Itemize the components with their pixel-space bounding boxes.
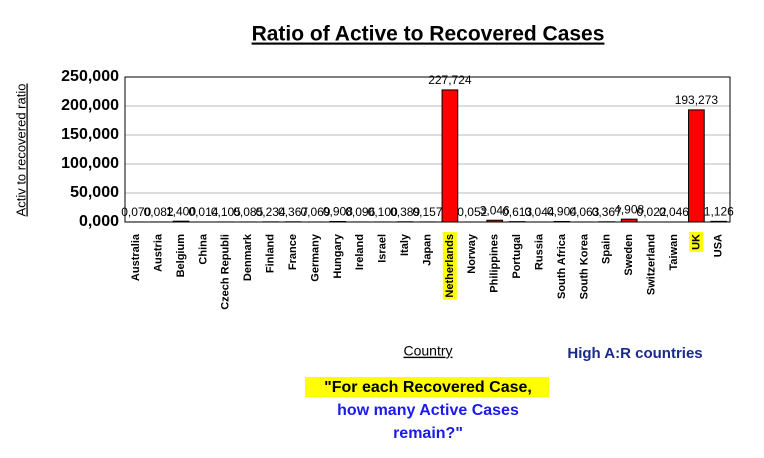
bar xyxy=(329,220,347,223)
y-axis-label: Activ to recovered ratio xyxy=(13,84,28,217)
x-tick-label: USA xyxy=(713,234,725,257)
highlight xyxy=(442,232,457,300)
x-tick-label: Israel xyxy=(377,234,389,263)
data-label: 0,389 xyxy=(390,205,420,219)
x-tick-label: Denmark xyxy=(242,233,254,281)
data-label: 0,022 xyxy=(637,205,667,219)
data-label: 0,014 xyxy=(188,205,218,219)
x-tick-label: Russia xyxy=(533,233,545,270)
highlight xyxy=(305,377,549,397)
bar xyxy=(441,89,459,223)
plot-border xyxy=(124,76,731,223)
quote-line: "For each Recovered Case, xyxy=(324,379,532,396)
data-label: 0,096 xyxy=(345,205,375,219)
data-label: 0,613 xyxy=(502,205,532,219)
x-tick-label: France xyxy=(287,234,299,270)
x-tick-label: Philippines xyxy=(489,234,501,293)
data-label: 4,908 xyxy=(614,202,644,216)
annotation: High A:R countries xyxy=(567,345,702,362)
x-tick-label: Spain xyxy=(601,234,613,264)
chart-title: Ratio of Active to Recovered Cases xyxy=(252,23,605,46)
y-tick-label: 150,000 xyxy=(61,126,119,143)
data-label: 0,046 xyxy=(659,205,689,219)
data-label: 0,069 xyxy=(300,205,330,219)
data-label: 0,367 xyxy=(278,205,308,219)
x-tick-label: Netherlands xyxy=(444,234,456,298)
x-tick-label: Taiwan xyxy=(668,234,680,271)
data-label: 0,105 xyxy=(211,205,241,219)
x-tick-label: Switzerland xyxy=(645,234,657,295)
bar xyxy=(486,219,504,223)
bar xyxy=(710,220,728,223)
x-tick-label: Norway xyxy=(466,233,478,274)
data-label: 0,100 xyxy=(368,205,398,219)
data-label: 193,273 xyxy=(675,93,719,107)
x-tick-label: Hungary xyxy=(332,233,344,279)
data-label: 0,157 xyxy=(412,205,442,219)
y-tick-label: 200,000 xyxy=(61,97,119,114)
data-label: 0,044 xyxy=(525,205,555,219)
bar xyxy=(688,109,705,223)
x-tick-label: Sweden xyxy=(623,234,635,276)
x-tick-label: South Korea xyxy=(578,233,590,299)
data-label: 0,070 xyxy=(121,205,151,219)
y-tick-label: 50,000 xyxy=(70,184,119,201)
x-tick-label: Ireland xyxy=(354,234,366,270)
x-tick-label: China xyxy=(197,233,209,264)
data-label: 0,085 xyxy=(233,205,263,219)
data-label: 0,234 xyxy=(256,205,286,219)
data-label: 227,724 xyxy=(428,73,472,87)
bar xyxy=(172,220,190,223)
x-tick-label: Austria xyxy=(153,233,165,272)
data-label: 0,367 xyxy=(592,205,622,219)
y-tick-label: 100,000 xyxy=(61,155,119,172)
data-label: 0,908 xyxy=(323,205,353,219)
data-label: 3,046 xyxy=(480,203,510,217)
data-label: 0,052 xyxy=(457,205,487,219)
x-tick-label: Belgium xyxy=(175,234,187,278)
x-axis-label: Country xyxy=(403,343,452,359)
quote-line: remain?" xyxy=(393,425,463,442)
quote-line: how many Active Cases xyxy=(337,402,519,419)
x-tick-label: Finland xyxy=(265,234,277,273)
x-tick-label: Japan xyxy=(421,234,433,266)
data-label: 1,126 xyxy=(704,205,734,219)
y-tick-label: 250,000 xyxy=(61,68,119,85)
x-tick-label: Australia xyxy=(130,233,142,281)
bar xyxy=(620,218,638,223)
x-tick-label: UK xyxy=(690,234,702,250)
highlight xyxy=(689,231,704,252)
x-tick-label: Italy xyxy=(399,233,411,256)
x-tick-label: South Africa xyxy=(556,233,568,299)
x-tick-label: Portugal xyxy=(511,234,523,279)
y-tick-label: 0,000 xyxy=(79,213,119,230)
data-label: 0,904 xyxy=(547,205,577,219)
x-tick-label: Czech Republi xyxy=(220,234,232,310)
data-label: 1,400 xyxy=(166,204,196,218)
data-label: 0,063 xyxy=(569,205,599,219)
data-label: 0,082 xyxy=(144,205,174,219)
x-tick-label: Germany xyxy=(309,233,321,282)
bar xyxy=(553,220,571,223)
